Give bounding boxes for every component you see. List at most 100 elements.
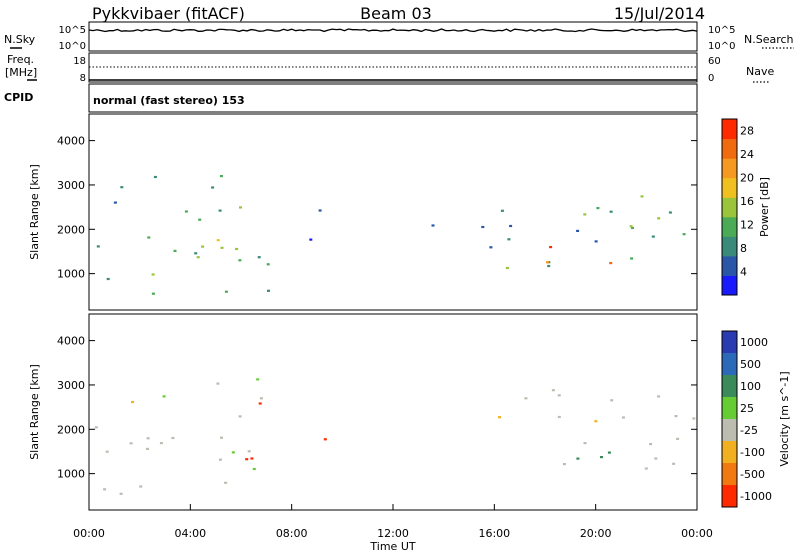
nave-tick-bottom: 0 <box>708 73 714 84</box>
date-title: 15/Jul/2014 <box>614 4 705 23</box>
velocity-cell <box>119 492 123 495</box>
power-cell <box>147 236 151 239</box>
velocity-cell <box>692 417 696 420</box>
power-cell <box>309 238 313 241</box>
velocity-cell <box>583 442 587 445</box>
velocity-cell <box>159 442 163 445</box>
velocity-cell <box>524 397 528 400</box>
power-cell <box>184 210 188 213</box>
power-cell <box>201 245 205 248</box>
power-colorbar-swatch <box>722 236 737 257</box>
power-colorbar-swatch <box>722 216 737 237</box>
noise-right-tick-bottom: 10^0 <box>708 41 735 52</box>
velocity-cell <box>256 378 260 381</box>
velocity-cell <box>252 467 256 471</box>
power-colorbar-tick: 16 <box>740 195 754 208</box>
velocity-cell <box>644 467 648 470</box>
power-cell <box>238 259 242 262</box>
velocity-cell <box>551 389 555 392</box>
velocity-colorbar-swatch <box>722 441 737 464</box>
power-colorbar-label: Power [dB] <box>758 177 771 237</box>
power-panel: 1000 2000 3000 4000 Slant Range [km] <box>28 113 698 311</box>
power-cell <box>151 292 155 295</box>
power-cell <box>481 225 485 229</box>
power-colorbar-swatch <box>722 177 737 198</box>
xtick-label: 16:00 <box>478 527 510 540</box>
velocity-cell <box>146 437 150 440</box>
x-axis-label: Time UT <box>369 540 415 553</box>
power-cell <box>651 235 655 238</box>
velocity-colorbar-tick: 100 <box>740 380 761 393</box>
power-cell <box>106 277 110 281</box>
power-colorbar-swatch <box>722 158 737 179</box>
velocity-colorbar-label: Velocity [m s^-1] <box>778 371 791 466</box>
power-cell <box>546 261 549 264</box>
velocity-cell <box>672 462 676 465</box>
velocity-cell <box>216 382 220 385</box>
velocity-colorbar-swatch <box>722 331 737 354</box>
power-cell <box>318 209 322 212</box>
velocity-cell <box>323 438 327 441</box>
velocity-colorbar-tick: 25 <box>740 402 754 415</box>
power-cell <box>218 209 222 212</box>
power-colorbar: 4 8 12 16 20 24 28 Power [dB] <box>721 118 771 296</box>
power-ytick-label: 2000 <box>57 223 85 236</box>
power-cell <box>198 218 202 221</box>
power-cell <box>509 224 513 228</box>
beam-title: Beam 03 <box>360 4 432 23</box>
power-cell <box>630 257 634 260</box>
power-cell <box>266 263 270 266</box>
freq-tick-bottom: 8 <box>80 73 86 84</box>
power-data <box>96 175 686 295</box>
power-cell <box>657 217 661 220</box>
velocity-cell <box>576 457 580 460</box>
velocity-cell <box>162 395 166 398</box>
power-cell <box>216 239 220 242</box>
velocity-ytick-label: 3000 <box>57 379 85 392</box>
power-cell <box>153 175 157 179</box>
noise-left-tick-bottom: 10^0 <box>59 41 86 52</box>
power-ytick-label: 1000 <box>57 268 85 281</box>
velocity-colorbar-swatch <box>722 463 737 486</box>
freq-label: Freq. <box>7 53 34 66</box>
velocity-colorbar-tick: 500 <box>740 358 761 371</box>
velocity-colorbar-tick: -25 <box>740 424 758 437</box>
power-ytick-label: 4000 <box>57 135 85 148</box>
power-cell <box>267 289 270 292</box>
power-cell <box>151 273 155 276</box>
power-cell <box>668 211 672 214</box>
velocity-colorbar-swatch <box>722 419 737 442</box>
power-cell <box>505 266 509 270</box>
velocity-cell <box>238 415 242 418</box>
power-cell <box>507 238 511 241</box>
xtick-label: 00:00 <box>681 527 713 540</box>
velocity-cell <box>247 450 251 453</box>
velocity-colorbar-tick: -1000 <box>740 490 772 503</box>
velocity-cell <box>594 420 598 423</box>
velocity-cell <box>129 442 133 445</box>
power-colorbar-tick: 8 <box>740 242 747 255</box>
velocity-cell <box>245 458 249 461</box>
velocity-cell <box>657 395 661 398</box>
velocity-cell <box>610 399 614 402</box>
velocity-colorbar: 1000 500 100 25 -25 -100 -500 -1000 Velocity [m… <box>721 330 791 508</box>
velocity-cell <box>649 443 653 446</box>
velocity-colorbar-tick: -100 <box>740 446 765 459</box>
power-cell <box>583 213 587 216</box>
velocity-data <box>94 378 696 495</box>
cpid-value: normal (fast stereo) 153 <box>93 94 245 107</box>
freq-tick-top: 18 <box>73 56 86 67</box>
velocity-cell <box>621 416 625 419</box>
velocity-cell <box>218 458 222 461</box>
cpid-label: CPID <box>4 91 33 104</box>
power-cell <box>219 175 223 178</box>
power-cell <box>576 229 580 232</box>
power-colorbar-tick: 24 <box>740 148 754 161</box>
velocity-cell <box>258 402 262 405</box>
velocity-y-label: Slant Range [km] <box>28 364 41 460</box>
velocity-cell <box>146 447 149 450</box>
power-colorbar-swatch <box>722 119 737 140</box>
power-cell <box>196 256 200 259</box>
xtick-label: 04:00 <box>174 527 206 540</box>
